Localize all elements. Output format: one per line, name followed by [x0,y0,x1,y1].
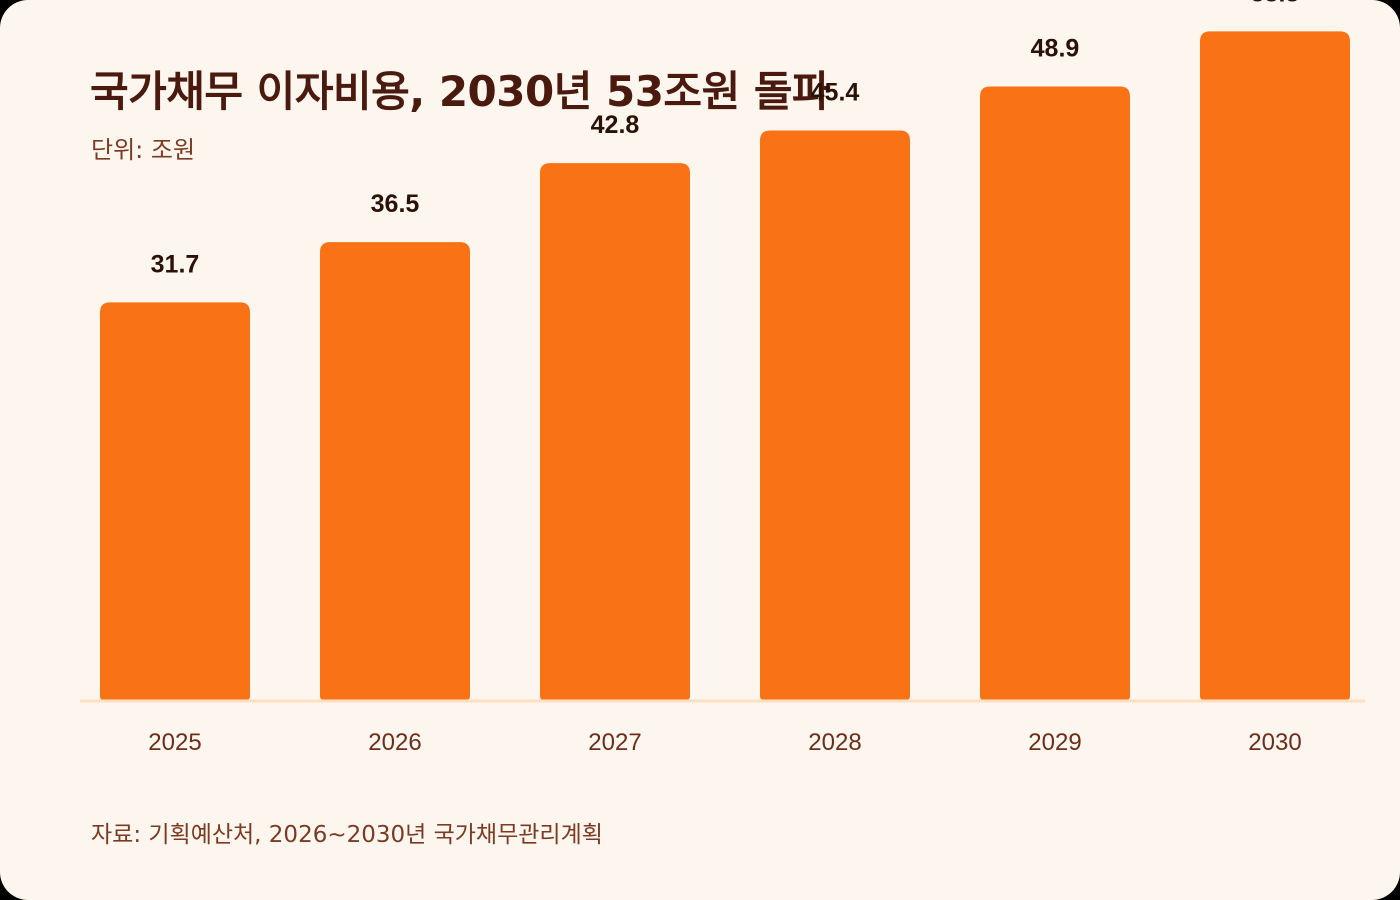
bar-2030 [1200,31,1350,701]
x-tick-label-2028: 2028 [808,729,861,756]
x-tick-label-2029: 2029 [1028,729,1081,756]
bar-2028 [760,130,910,700]
unit-label: 단위: 조원 [91,136,196,164]
x-tick-label-2030: 2030 [1248,729,1301,756]
bar-2026 [320,242,470,701]
bar-2029 [980,86,1130,700]
bar-2027 [540,163,690,700]
x-tick-label-2027: 2027 [588,729,641,756]
bar-2025 [100,302,250,700]
value-label-2026: 36.5 [371,190,420,218]
chart-title: 국가채무 이자비용, 2030년 53조원 돌파 [90,67,831,116]
value-label-2030: 53.3 [1251,0,1300,7]
value-label-2029: 48.9 [1031,35,1080,63]
x-tick-label-2026: 2026 [368,729,421,756]
x-tick-label-2025: 2025 [148,729,201,756]
value-label-2027: 42.8 [591,111,640,139]
value-label-2025: 31.7 [151,250,200,278]
value-label-2028: 45.4 [811,78,860,106]
source-note: 자료: 기획예산처, 2026~2030년 국가채무관리계획 [91,822,603,848]
